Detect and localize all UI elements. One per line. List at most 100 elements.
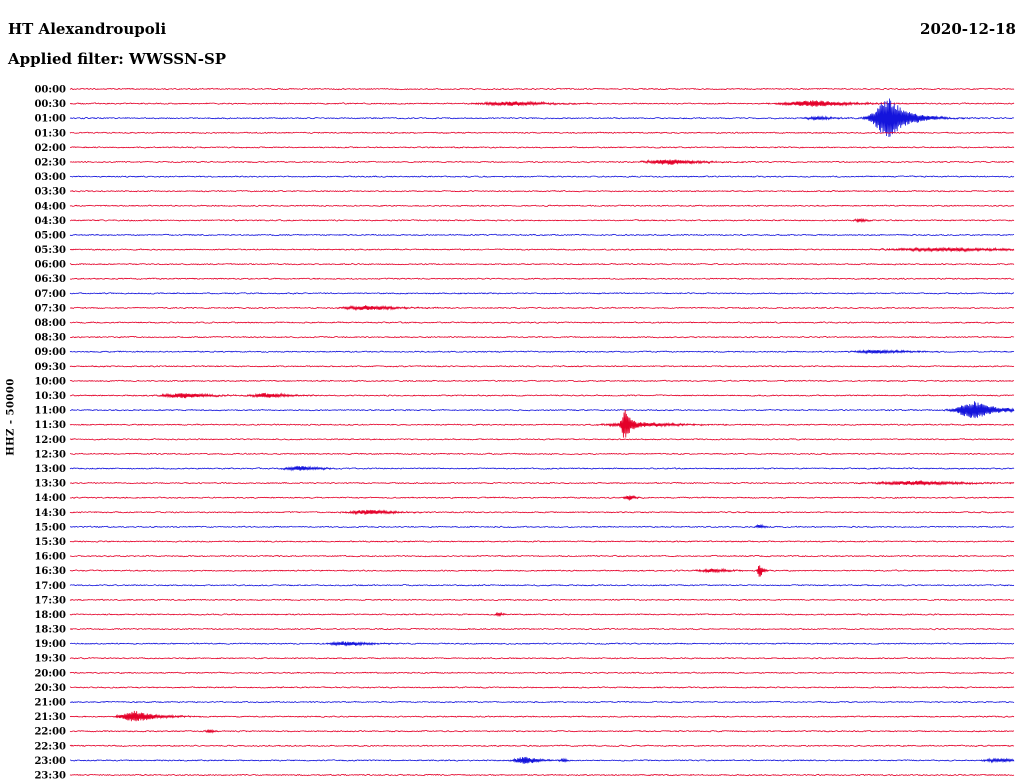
trace-row-03:30: [69, 189, 1015, 193]
trace-row-16:30: [69, 565, 1015, 577]
trace-row-13:30: [69, 480, 1015, 486]
time-label: 11:30: [34, 420, 66, 431]
time-label: 14:30: [34, 508, 66, 519]
trace-row-06:30: [69, 277, 1015, 280]
time-label: 03:30: [34, 187, 66, 198]
trace-row-03:00: [69, 175, 1015, 178]
time-label: 13:00: [34, 464, 66, 475]
time-label: 09:30: [34, 362, 66, 373]
time-label: 03:00: [34, 172, 66, 183]
trace-row-21:00: [69, 700, 1015, 704]
trace-row-05:00: [69, 233, 1015, 237]
trace-row-10:00: [69, 379, 1015, 383]
trace-row-11:00: [69, 401, 1015, 419]
trace-row-12:00: [69, 438, 1015, 441]
time-label: 15:30: [34, 537, 66, 548]
time-label: 08:30: [34, 333, 66, 344]
time-label: 23:00: [34, 756, 66, 767]
trace-row-17:00: [69, 584, 1015, 587]
time-label: 13:30: [34, 479, 66, 490]
time-label: 22:30: [34, 741, 66, 752]
time-label: 07:00: [34, 289, 66, 300]
trace-row-09:30: [69, 365, 1015, 368]
time-label: 16:00: [34, 552, 66, 563]
time-label: 21:30: [34, 712, 66, 723]
trace-row-18:00: [69, 611, 1015, 618]
trace-row-01:00: [69, 98, 1015, 137]
trace-row-20:00: [69, 671, 1015, 674]
time-label: 12:30: [34, 449, 66, 460]
time-label: 23:30: [34, 771, 66, 780]
time-label: 21:00: [34, 698, 66, 709]
time-label: 17:00: [34, 581, 66, 592]
time-label: 18:00: [34, 610, 66, 621]
trace-row-15:30: [69, 540, 1015, 543]
time-label: 01:00: [34, 114, 66, 125]
station-title: HT Alexandroupoli: [8, 20, 167, 38]
trace-row-07:00: [69, 292, 1015, 295]
trace-row-14:30: [69, 509, 1015, 516]
time-label: 00:00: [34, 85, 66, 96]
time-label: 20:00: [34, 668, 66, 679]
time-label: 08:00: [34, 318, 66, 329]
trace-row-23:00: [69, 756, 1015, 764]
trace-row-16:00: [69, 554, 1015, 558]
trace-row-01:30: [69, 131, 1015, 134]
trace-row-22:30: [69, 744, 1015, 747]
time-label: 10:00: [34, 376, 66, 387]
time-label: 04:30: [34, 216, 66, 227]
trace-row-22:00: [69, 728, 1015, 734]
time-label: 20:30: [34, 683, 66, 694]
time-label: 01:30: [34, 128, 66, 139]
trace-row-00:00: [69, 87, 1015, 91]
time-label: 07:30: [34, 303, 66, 314]
trace-row-19:00: [69, 641, 1015, 647]
time-label: 19:30: [34, 654, 66, 665]
time-label: 14:00: [34, 493, 66, 504]
time-label: 16:30: [34, 566, 66, 577]
time-label: 02:00: [34, 143, 66, 154]
time-label: 22:00: [34, 727, 66, 738]
time-label: 06:30: [34, 274, 66, 285]
time-label: 11:00: [34, 406, 66, 417]
trace-row-20:30: [69, 686, 1015, 689]
trace-row-02:30: [69, 159, 1015, 165]
time-label: 18:30: [34, 625, 66, 636]
time-label: 12:00: [34, 435, 66, 446]
trace-row-10:30: [69, 392, 1015, 399]
trace-row-09:00: [69, 349, 1015, 355]
time-label: 15:00: [34, 522, 66, 533]
trace-row-05:30: [69, 246, 1015, 253]
time-label: 10:30: [34, 391, 66, 402]
trace-row-18:30: [70, 627, 1015, 631]
filter-label: Applied filter: WWSSN-SP: [8, 50, 227, 68]
trace-row-11:30: [69, 409, 1015, 438]
time-label: 17:30: [34, 595, 66, 606]
trace-row-04:30: [69, 217, 1015, 224]
trace-row-06:00: [69, 263, 1015, 266]
trace-row-04:00: [69, 204, 1015, 207]
trace-row-08:00: [69, 321, 1015, 324]
trace-row-17:30: [69, 598, 1015, 601]
time-label: 05:30: [34, 245, 66, 256]
trace-row-13:00: [69, 465, 1015, 472]
trace-row-12:30: [69, 452, 1015, 456]
time-label: 02:30: [34, 158, 66, 169]
time-label: 05:00: [34, 231, 66, 242]
time-label: 09:00: [34, 347, 66, 358]
trace-row-23:30: [69, 773, 1015, 777]
time-label: 19:00: [34, 639, 66, 650]
time-label: 00:30: [34, 99, 66, 110]
date-label: 2020-12-18: [920, 20, 1016, 38]
trace-row-15:00: [69, 523, 1015, 529]
time-label: 04:00: [34, 201, 66, 212]
trace-row-08:30: [69, 335, 1015, 339]
trace-row-02:00: [69, 146, 1015, 149]
trace-row-00:30: [69, 100, 1015, 107]
trace-row-19:30: [69, 657, 1015, 660]
trace-row-14:00: [69, 495, 1015, 501]
time-label: 06:00: [34, 260, 66, 271]
trace-row-07:30: [69, 305, 1015, 312]
trace-row-21:30: [69, 710, 1015, 722]
